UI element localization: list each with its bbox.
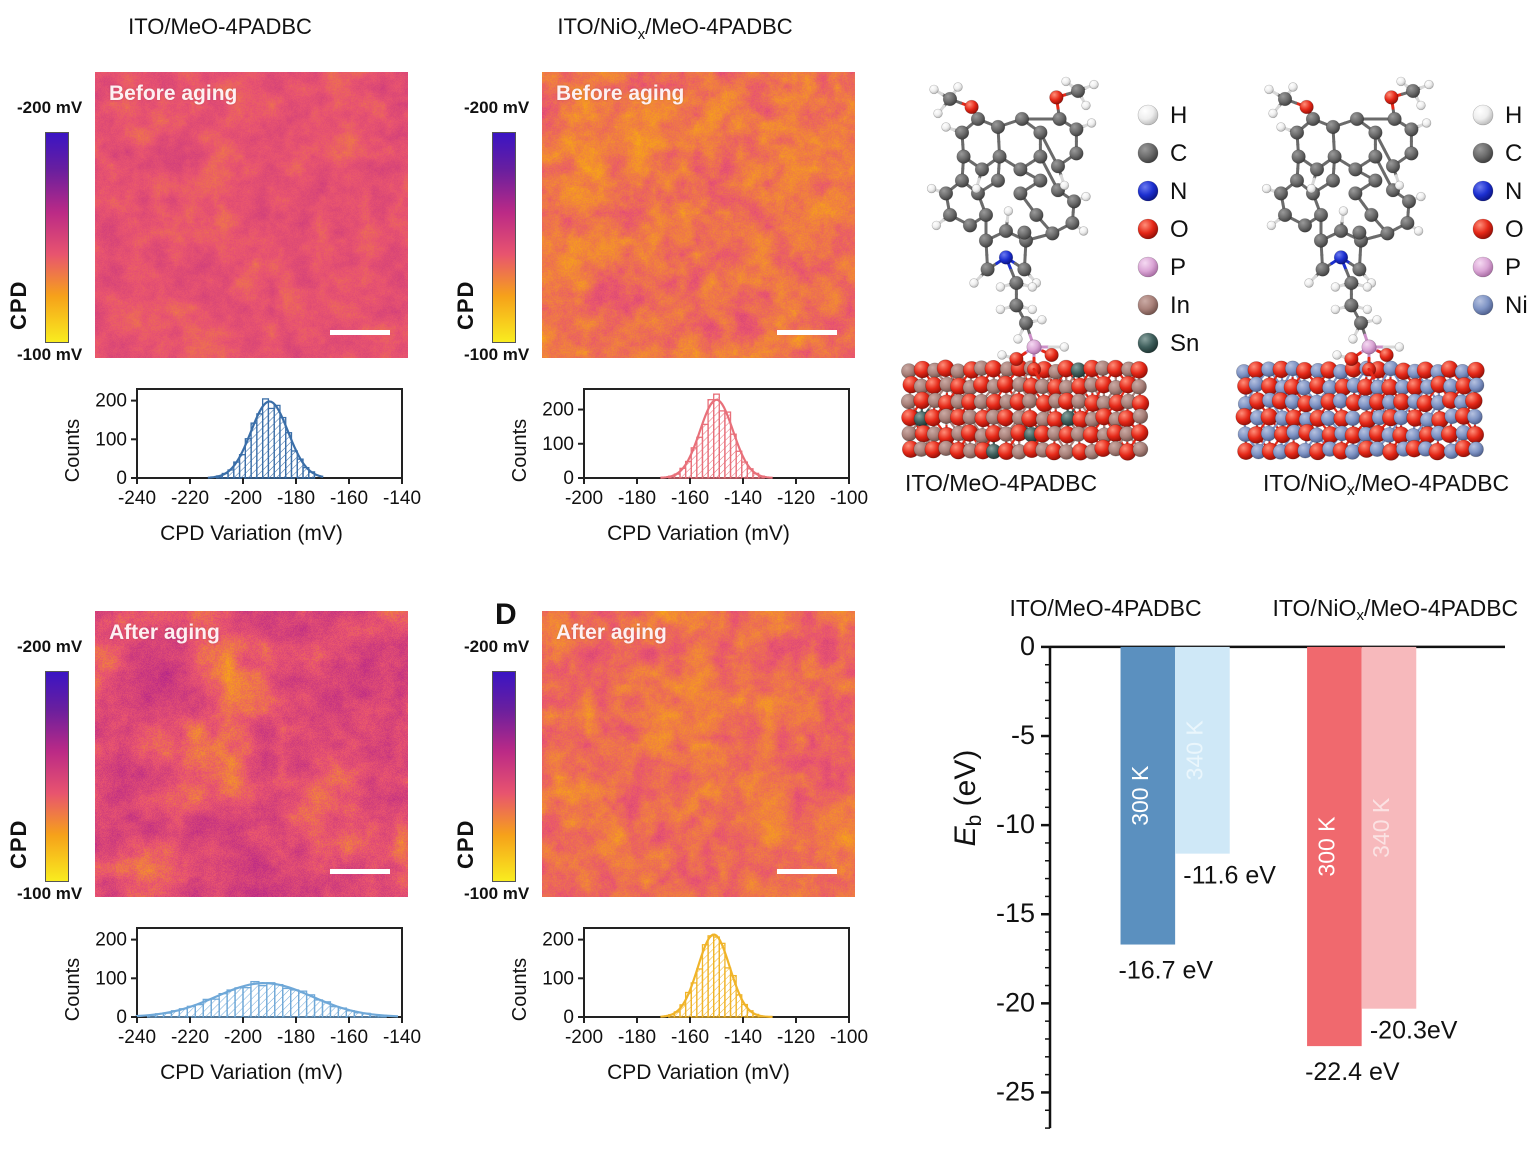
svg-text:-180: -180	[277, 1027, 315, 1048]
svg-text:H: H	[1170, 102, 1187, 129]
svg-text:-200: -200	[224, 488, 262, 509]
svg-text:300 K: 300 K	[1313, 816, 1339, 877]
svg-text:C: C	[1505, 140, 1522, 167]
svg-text:-140: -140	[383, 488, 421, 509]
svg-text:-120: -120	[777, 1027, 815, 1048]
svg-text:-220: -220	[171, 488, 209, 509]
svg-text:100: 100	[95, 429, 127, 450]
svg-text:-11.6 eV: -11.6 eV	[1183, 862, 1276, 890]
svg-text:0: 0	[116, 1007, 127, 1028]
svg-text:-10: -10	[996, 809, 1035, 839]
svg-text:300 K: 300 K	[1127, 765, 1153, 826]
svg-text:-140: -140	[724, 1027, 762, 1048]
svg-text:-180: -180	[618, 488, 656, 509]
svg-text:340 K: 340 K	[1181, 720, 1207, 781]
svg-text:O: O	[1170, 216, 1189, 243]
svg-text:-15: -15	[996, 898, 1035, 928]
svg-text:H: H	[1505, 102, 1522, 129]
svg-text:-100: -100	[830, 1027, 868, 1048]
svg-text:N: N	[1505, 178, 1522, 205]
svg-text:-140: -140	[724, 488, 762, 509]
svg-text:ITO/MeO-4PADBC: ITO/MeO-4PADBC	[1009, 595, 1201, 621]
svg-text:0: 0	[563, 468, 574, 489]
svg-text:-200: -200	[565, 1027, 603, 1048]
svg-text:-160: -160	[330, 488, 368, 509]
svg-text:100: 100	[542, 968, 574, 989]
svg-text:200: 200	[542, 930, 574, 951]
svg-text:-180: -180	[277, 488, 315, 509]
svg-text:100: 100	[542, 434, 574, 455]
svg-text:P: P	[1170, 254, 1186, 281]
svg-text:-120: -120	[777, 488, 815, 509]
svg-text:0: 0	[563, 1007, 574, 1028]
svg-text:0: 0	[116, 468, 127, 489]
svg-text:N: N	[1170, 178, 1187, 205]
svg-text:-5: -5	[1011, 720, 1035, 750]
svg-text:-240: -240	[118, 488, 156, 509]
svg-text:-160: -160	[671, 488, 709, 509]
svg-text:P: P	[1505, 254, 1521, 281]
svg-text:-25: -25	[996, 1076, 1035, 1106]
svg-text:-100: -100	[830, 488, 868, 509]
svg-text:-160: -160	[330, 1027, 368, 1048]
svg-text:-20: -20	[996, 987, 1035, 1017]
svg-text:O: O	[1505, 216, 1524, 243]
svg-text:Ni: Ni	[1505, 292, 1528, 319]
svg-text:Sn: Sn	[1170, 330, 1199, 357]
svg-text:-200: -200	[224, 1027, 262, 1048]
svg-text:340 K: 340 K	[1368, 797, 1394, 858]
svg-text:Eb (eV): Eb (eV)	[949, 750, 986, 847]
svg-text:200: 200	[95, 391, 127, 412]
svg-text:-240: -240	[118, 1027, 156, 1048]
svg-text:-20.3eV: -20.3eV	[1370, 1017, 1458, 1045]
svg-text:200: 200	[542, 400, 574, 421]
svg-text:ITO/NiOx/MeO-4PADBC: ITO/NiOx/MeO-4PADBC	[1273, 595, 1519, 624]
svg-text:200: 200	[95, 930, 127, 951]
svg-text:-180: -180	[618, 1027, 656, 1048]
svg-text:-160: -160	[671, 1027, 709, 1048]
svg-text:-16.7 eV: -16.7 eV	[1119, 957, 1214, 985]
svg-text:In: In	[1170, 292, 1190, 319]
svg-text:100: 100	[95, 968, 127, 989]
svg-text:0: 0	[1020, 631, 1035, 661]
svg-text:-22.4 eV: -22.4 eV	[1305, 1058, 1400, 1086]
svg-text:-220: -220	[171, 1027, 209, 1048]
svg-text:-200: -200	[565, 488, 603, 509]
svg-text:-140: -140	[383, 1027, 421, 1048]
svg-text:C: C	[1170, 140, 1187, 167]
